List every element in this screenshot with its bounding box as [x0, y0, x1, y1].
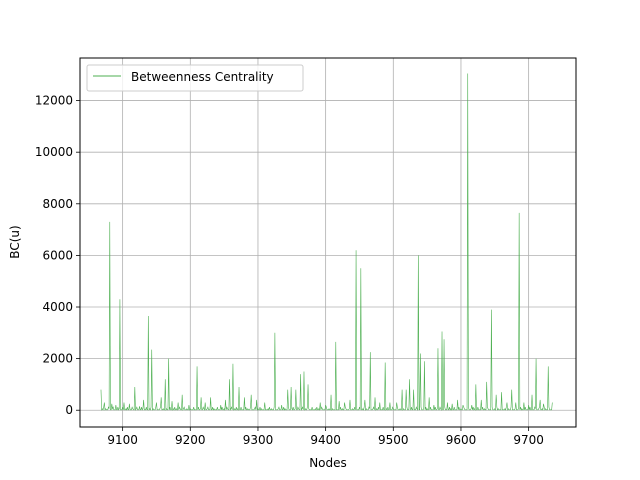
- x-tick-label: 9500: [378, 433, 409, 447]
- y-tick-label: 8000: [42, 197, 73, 211]
- x-axis-label: Nodes: [309, 456, 347, 470]
- x-tick-label: 9700: [513, 433, 544, 447]
- x-tick-label: 9400: [310, 433, 341, 447]
- y-tick-label: 2000: [42, 352, 73, 366]
- series-layer: [100, 73, 553, 411]
- plot-area-background: [80, 58, 576, 427]
- legend: Betweenness Centrality: [86, 64, 304, 92]
- x-tick-label: 9100: [107, 433, 138, 447]
- y-axis-label: BC(u): [8, 225, 22, 258]
- series-line: [100, 73, 553, 411]
- y-axis-ticks: 0 2000 4000 6000 8000 10000 12000: [35, 94, 80, 417]
- gridlines: [80, 58, 576, 427]
- x-tick-label: 9600: [446, 433, 477, 447]
- y-tick-label: 6000: [42, 248, 73, 262]
- plot-frame: [79, 57, 577, 428]
- y-tick-label: 0: [65, 403, 73, 417]
- legend-box: [86, 64, 304, 92]
- x-tick-label: 9200: [175, 433, 206, 447]
- legend-series-label: Betweenness Centrality: [131, 70, 274, 84]
- x-axis-ticks: 9100 9200 9300 9400 9500 9600 9700: [107, 427, 544, 447]
- y-tick-label: 10000: [35, 145, 73, 159]
- x-tick-label: 9300: [243, 433, 274, 447]
- y-tick-label: 4000: [42, 300, 73, 314]
- y-tick-label: 12000: [35, 94, 73, 108]
